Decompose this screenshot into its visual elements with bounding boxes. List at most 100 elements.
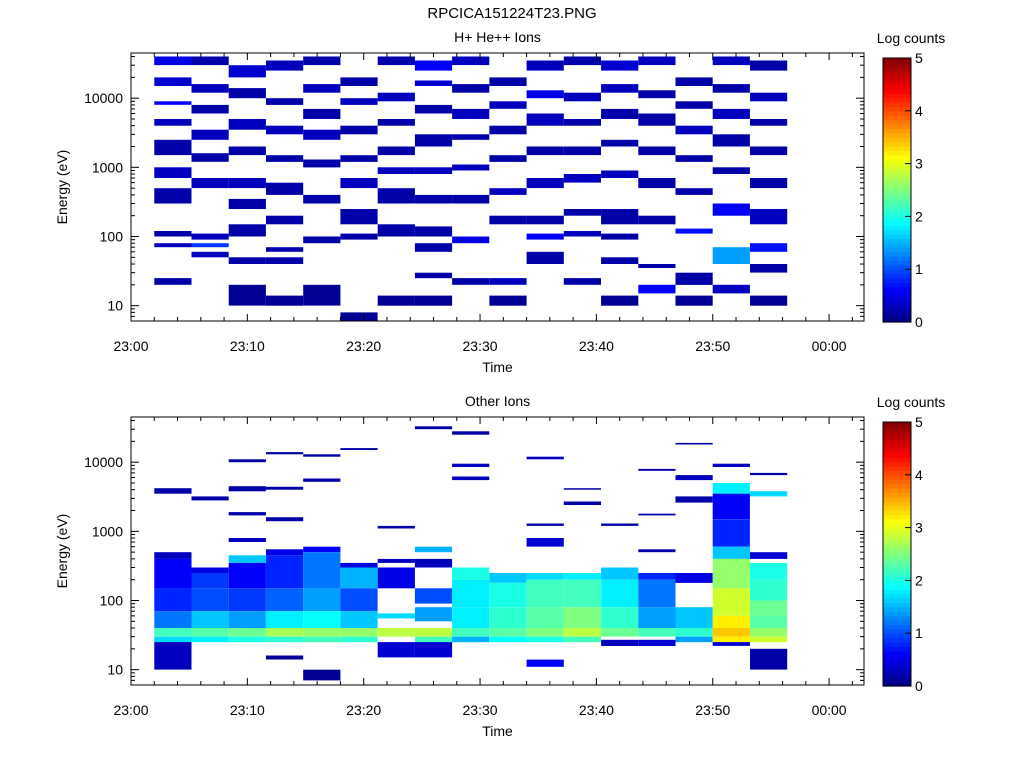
heatmap-cell [377, 613, 415, 619]
heatmap-cells-top [154, 56, 788, 321]
colorbar-segment [883, 260, 911, 266]
heatmap-cell [675, 628, 713, 637]
plot-frame-top [130, 52, 865, 322]
heatmap-cell [750, 628, 788, 637]
heatmap-cell [563, 607, 601, 628]
heatmap-cell [489, 125, 527, 135]
colorbar-segment [883, 273, 911, 279]
heatmap-cell [750, 615, 788, 628]
heatmap-cell [340, 628, 378, 637]
colorbar-segment [883, 168, 911, 173]
heatmap-cell [154, 558, 192, 589]
colorbar-segment [883, 514, 911, 520]
heatmap-cell [750, 60, 788, 71]
heatmap-cell [414, 628, 453, 637]
heatmap-cell [601, 639, 639, 646]
colorbar-segment [883, 466, 911, 471]
heatmap-cell [303, 56, 341, 66]
colorbar-tick-label: 0 [915, 314, 923, 330]
heatmap-cell [750, 92, 788, 102]
heatmap-cell [750, 178, 788, 189]
heatmap-cell [712, 615, 750, 628]
heatmap-cell [675, 77, 713, 86]
heatmap-cell [526, 523, 564, 526]
colorbar-segment [883, 576, 911, 581]
heatmap-cell [340, 562, 378, 568]
heatmap-cell [712, 642, 750, 646]
heatmap-cell [638, 284, 676, 294]
heatmap-cell [340, 448, 378, 450]
x-tick-label: 23:10 [230, 702, 265, 718]
colorbar-segment [883, 452, 911, 458]
heatmap-cell [675, 101, 713, 109]
heatmap-cell [414, 546, 453, 553]
heatmap-cell [303, 236, 341, 244]
heatmap-cell [750, 264, 788, 273]
heatmap-cell [452, 567, 490, 580]
heatmap-cell [414, 243, 453, 252]
colorbar-segment [883, 479, 911, 485]
heatmap-cell [154, 588, 192, 612]
heatmap-cell [414, 295, 453, 306]
heatmap-cell [452, 134, 490, 140]
heatmap-cell [638, 56, 676, 66]
colorbar-tick-label: 4 [915, 103, 923, 119]
heatmap-cell [712, 546, 750, 559]
heatmap-cell [601, 607, 639, 628]
colorbar-segment [883, 229, 911, 235]
heatmap-cell [750, 648, 788, 670]
heatmap-cell [414, 558, 453, 568]
heatmap-cell [340, 588, 378, 612]
colorbar-tick-label: 5 [915, 414, 923, 430]
heatmap-cell [489, 295, 527, 306]
heatmap-cell [377, 92, 415, 102]
y-tick-label: 10 [107, 298, 123, 314]
heatmap-cell [303, 669, 341, 681]
heatmap-cell [266, 549, 304, 556]
panel-title-top: H+ He++ Ions [454, 29, 541, 45]
heatmap-cell [452, 636, 490, 643]
colorbar-label-top: Log counts [877, 30, 946, 46]
colorbar-segment [883, 194, 911, 200]
heatmap-cell [154, 611, 192, 628]
heatmap-cell [712, 84, 750, 93]
heatmap-cell [266, 155, 304, 162]
x-tick-label: 23:50 [695, 338, 730, 354]
heatmap-cell [191, 588, 229, 612]
heatmap-cell [154, 101, 192, 105]
colorbar-bottom: 0 1 2 3 4 5 Log counts [877, 394, 946, 694]
heatmap-cell [266, 486, 304, 490]
x-tick-label: 23:40 [579, 702, 614, 718]
heatmap-cell [526, 113, 564, 126]
heatmap-cell [154, 188, 192, 204]
heatmap-cell [228, 65, 266, 78]
heatmap-cell [526, 607, 564, 628]
heatmap-cell [377, 188, 415, 204]
heatmap-cell [154, 636, 192, 643]
colorbar-segment [883, 668, 911, 674]
heatmap-cell [526, 538, 564, 547]
heatmap-cell [526, 90, 564, 99]
heatmap-cell [526, 60, 564, 71]
colorbar-segment [883, 198, 911, 204]
heatmap-cell [340, 155, 378, 162]
heatmap-cell [414, 636, 453, 643]
colorbar-segment [883, 58, 911, 63]
heatmap-cell [414, 104, 453, 114]
heatmap-cell [675, 607, 713, 628]
heatmap-cell [377, 119, 415, 126]
heatmap-cell [452, 194, 490, 204]
colorbar-segment [883, 492, 911, 498]
heatmap-cell [414, 80, 453, 86]
heatmap-cell [563, 636, 601, 643]
heatmap-cell [191, 567, 229, 573]
colorbar-segment [883, 190, 911, 195]
heatmap-cell [191, 496, 229, 501]
heatmap-cell [228, 224, 266, 237]
y-axis-label-bottom: Energy (eV) [54, 514, 70, 589]
colorbar-segment [883, 681, 911, 687]
heatmap-cell [266, 257, 304, 264]
heatmap-cell [601, 170, 639, 178]
colorbar-segment [883, 642, 911, 647]
heatmap-cell [489, 77, 527, 86]
